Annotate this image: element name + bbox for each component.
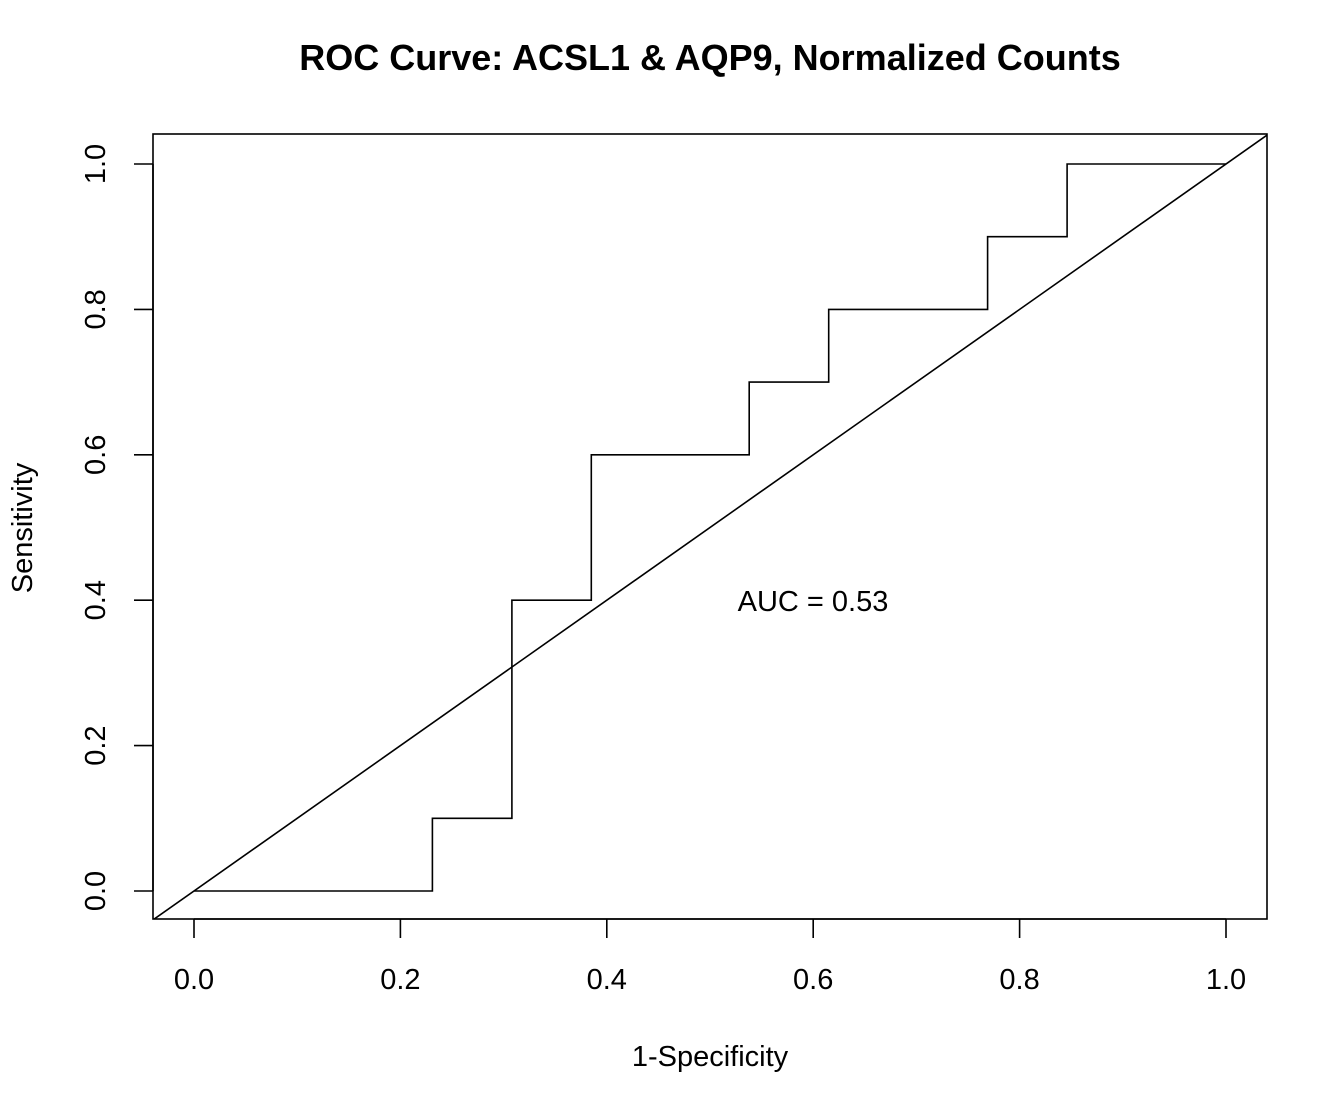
auc-annotation: AUC = 0.53 — [738, 586, 889, 618]
x-tick-label: 0.4 — [587, 964, 627, 996]
y-tick-label: 0.6 — [80, 435, 112, 475]
y-tick-label: 0.2 — [80, 725, 112, 765]
x-tick-label: 0.2 — [380, 964, 420, 996]
x-axis-label: 1-Specificity — [632, 1041, 789, 1073]
x-axis: 0.0 0.2 0.4 0.6 0.8 1.0 — [174, 918, 1246, 996]
x-tick-label: 0.8 — [999, 964, 1039, 996]
x-tick-label: 0.0 — [174, 964, 214, 996]
y-axis: 0.0 0.2 0.4 0.6 0.8 1.0 — [80, 144, 154, 911]
y-tick-label: 0.0 — [80, 871, 112, 911]
y-tick-label: 0.8 — [80, 289, 112, 329]
y-axis-label: Sensitivity — [7, 462, 39, 593]
reference-diagonal-line — [153, 134, 1267, 919]
roc-curve-line — [194, 163, 1226, 892]
chart-title: ROC Curve: ACSL1 & AQP9, Normalized Coun… — [299, 37, 1120, 78]
x-tick-label: 1.0 — [1206, 964, 1246, 996]
y-tick-label: 0.4 — [80, 580, 112, 620]
x-tick-label: 0.6 — [793, 964, 833, 996]
y-tick-label: 1.0 — [80, 144, 112, 184]
